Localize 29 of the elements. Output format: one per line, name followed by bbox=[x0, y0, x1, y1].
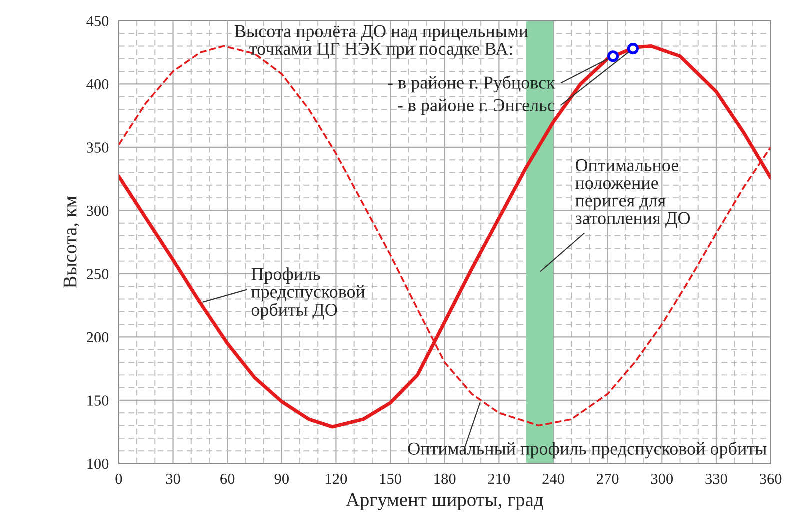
y-tick-label: 200 bbox=[86, 332, 109, 343]
x-tick-label: 0 bbox=[116, 474, 122, 484]
annotation: - в районе г. Энгельс bbox=[398, 98, 555, 116]
x-tick-label: 60 bbox=[220, 474, 235, 484]
y-tick-label: 300 bbox=[87, 206, 109, 216]
annotation: Высота пролёта ДО над прицельными точками ЦГ НЭК при посадке ВА: bbox=[234, 25, 528, 59]
x-tick-label: 330 bbox=[706, 474, 728, 484]
x-tick-label: 300 bbox=[651, 474, 674, 484]
x-tick-label: 30 bbox=[166, 474, 180, 484]
x-axis-title: Аргумент широты, град bbox=[346, 493, 544, 511]
x-tick-label: 150 bbox=[380, 474, 402, 484]
y-tick-label: 350 bbox=[87, 142, 109, 153]
x-tick-label: 180 bbox=[434, 474, 456, 484]
y-tick-label: 100 bbox=[88, 458, 109, 470]
x-tick-label: 90 bbox=[274, 474, 289, 484]
y-tick-label: 150 bbox=[88, 396, 109, 406]
annotation: Профиль предспусковой орбиты ДО bbox=[251, 268, 366, 320]
y-tick-label: 400 bbox=[86, 79, 109, 90]
y-tick-label: 450 bbox=[86, 16, 109, 26]
x-tick-label: 360 bbox=[760, 474, 782, 484]
x-tick-label: 210 bbox=[488, 474, 510, 484]
annotation: Оптимальный профиль предспусковой орбиты bbox=[408, 442, 767, 459]
x-tick-label: 240 bbox=[542, 474, 564, 484]
y-tick-label: 250 bbox=[86, 269, 109, 280]
x-tick-label: 120 bbox=[326, 474, 348, 484]
annotation: - в районе г. Рубцовск bbox=[388, 76, 556, 93]
y-axis-title: Высота, км bbox=[64, 196, 80, 288]
x-tick-label: 270 bbox=[597, 474, 619, 484]
annotation: Оптимальное положение перигея для затопления ДО bbox=[576, 159, 690, 228]
